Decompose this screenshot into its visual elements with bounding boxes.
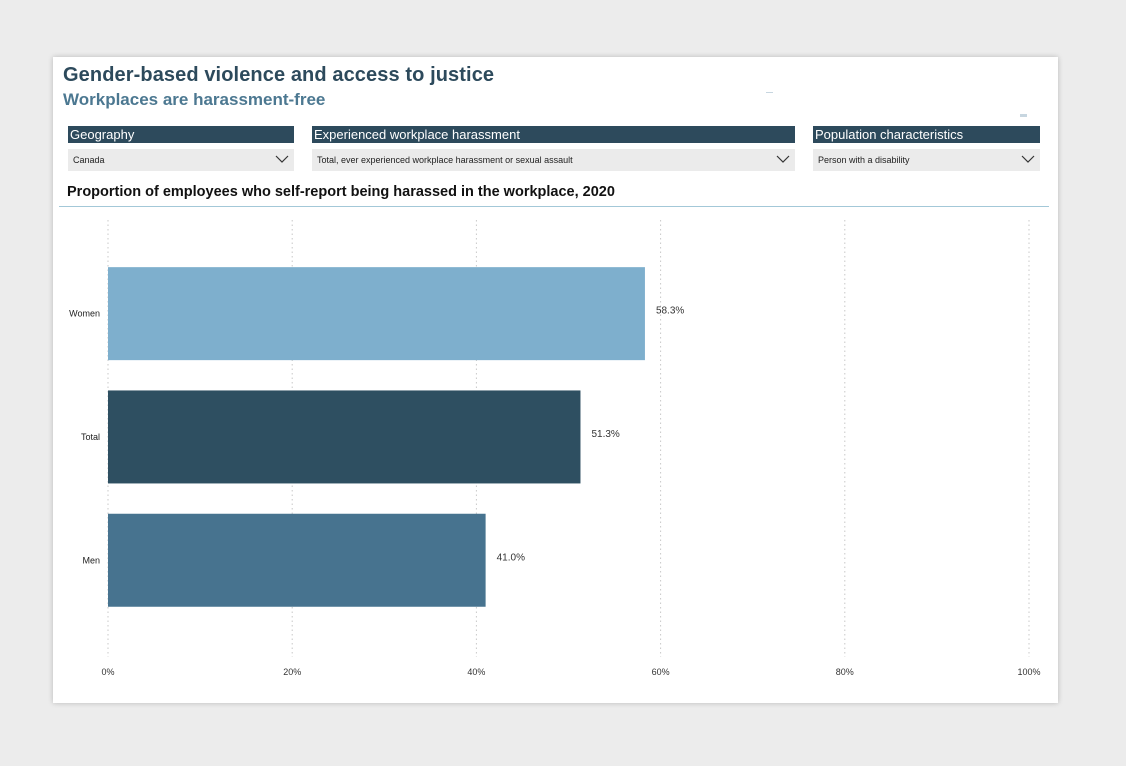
chevron-down-icon (1021, 155, 1035, 163)
data-label: 58.3% (656, 306, 684, 317)
x-tick-label: 0% (101, 667, 114, 677)
chart-title: Proportion of employees who self-report … (67, 184, 615, 200)
x-tick-label: 60% (652, 667, 670, 677)
chevron-down-icon (275, 155, 289, 163)
bar-men (108, 513, 486, 607)
dropdown-value: Total, ever experienced workplace harass… (317, 155, 573, 165)
geography-dropdown[interactable]: Canada (68, 149, 294, 171)
chevron-down-icon (776, 155, 790, 163)
y-category-label: Women (69, 309, 100, 319)
bar-total (108, 390, 581, 484)
x-tick-label: 20% (283, 667, 301, 677)
y-category-label: Men (82, 555, 100, 565)
x-tick-label: 100% (1017, 667, 1040, 677)
divider (59, 206, 1049, 207)
filter-label: Population characteristics (813, 126, 1040, 143)
filter-label: Experienced workplace harassment (312, 126, 795, 143)
decorative-mark (766, 92, 773, 93)
harassment-dropdown[interactable]: Total, ever experienced workplace harass… (312, 149, 795, 171)
bar-women (108, 267, 645, 361)
filter-population: Population characteristics Person with a… (813, 126, 1040, 171)
filter-harassment: Experienced workplace harassment Total, … (312, 126, 795, 171)
x-tick-label: 80% (836, 667, 854, 677)
y-category-label: Total (81, 432, 100, 442)
report-card: Gender-based violence and access to just… (53, 57, 1058, 703)
data-label: 51.3% (591, 429, 619, 440)
x-tick-label: 40% (467, 667, 485, 677)
dropdown-value: Canada (73, 155, 105, 165)
dropdown-value: Person with a disability (818, 155, 910, 165)
page-title: Gender-based violence and access to just… (63, 64, 495, 86)
filter-label: Geography (68, 126, 294, 143)
population-dropdown[interactable]: Person with a disability (813, 149, 1040, 171)
data-label: 41.0% (497, 552, 525, 563)
bar-chart: 0% 20% 40% 60% 80% 100% Women 58.3% Total 51.3% Me… (69, 220, 1041, 677)
filter-geography: Geography Canada (68, 126, 294, 171)
page-subtitle: Workplaces are harassment-free (63, 90, 326, 109)
decorative-mark (1020, 114, 1027, 117)
